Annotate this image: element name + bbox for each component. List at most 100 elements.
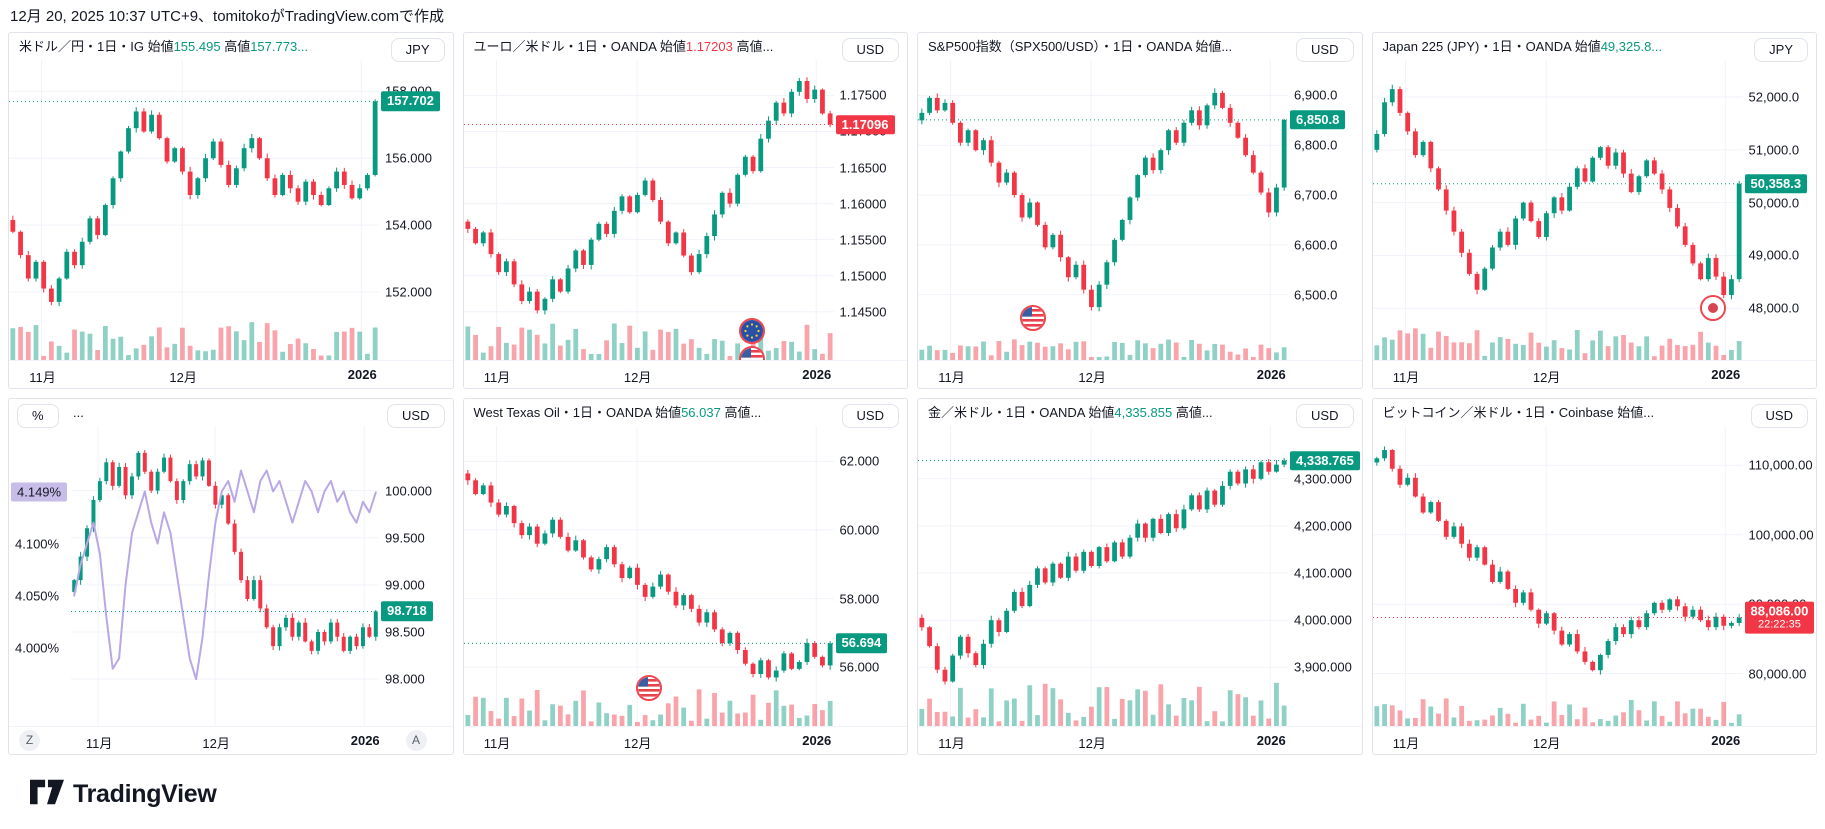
time-axis-eurusd[interactable]: 11月 12月 2026 <box>463 360 907 388</box>
panel-title-segment: 高値 <box>220 39 251 54</box>
panel-title-eurusd: ユーロ／米ドル・1日・OANDA 始値1.17203 高値... <box>464 33 908 60</box>
panel-body-spx500: 6,900.0 6,800.0 6,700.0 6,600.0 6,500.0 6,850… <box>918 60 1362 360</box>
price-axis-tick: 52,000.0 <box>1748 89 1800 105</box>
us-flag[interactable] <box>1019 305 1046 331</box>
time-axis-nikkei225[interactable]: 11月 12月 2026 <box>1372 360 1816 388</box>
price-axis-us10y-dxy[interactable]: 100.000 99.500 99.000 98.500 98.000 98.718 <box>379 426 453 726</box>
time-axis-gold[interactable]: 11月 12月 2026 <box>918 726 1362 754</box>
time-axis-us10y-dxy[interactable]: 11月 12月 2026 Z A <box>9 726 453 754</box>
currency-badge-usdjpy[interactable]: JPY <box>390 38 445 62</box>
time-axis-btcusd[interactable]: 11月 12月 2026 <box>1372 726 1816 754</box>
chart-canvas-usdjpy[interactable] <box>9 60 379 360</box>
price-axis-eurusd[interactable]: 1.175001.170001.165001.160001.155001.150… <box>834 60 908 360</box>
last-price-label-btcusd: 88,086.00 22:22:35 <box>1744 601 1815 634</box>
panel-body-eurusd: 1.175001.170001.165001.160001.155001.150… <box>463 60 908 360</box>
last-price-label-wti: 56.694 <box>835 633 888 654</box>
last-price-value: 1.17096 <box>841 116 889 132</box>
panel-body-nikkei225: 52,000.0 51,000.0 50,000.0 49,000.0 48,000.0… <box>1372 60 1817 360</box>
price-axis-tick: 1.15000 <box>839 268 887 284</box>
price-axis-wti[interactable]: 62.000 60.000 58.000 56.000 56.694 <box>834 426 908 726</box>
price-axis-tick: 60.000 <box>839 522 880 538</box>
corner-badge-z[interactable]: Z <box>19 730 40 751</box>
left-unit-badge-us10y-dxy[interactable]: % <box>17 404 59 428</box>
price-axis-tick: 4,300.000 <box>1294 471 1352 487</box>
time-axis-label: 12月 <box>169 370 197 385</box>
currency-badge-gold[interactable]: USD <box>1296 404 1354 428</box>
panel-title-segment: 高値... <box>720 405 762 420</box>
panel-title-segment: 157.773... <box>250 39 309 54</box>
price-axis-tick: 62.000 <box>839 453 880 469</box>
time-axis-label: 11月 <box>1392 736 1420 751</box>
price-axis-tick: 48,000.0 <box>1748 300 1800 316</box>
chart-panel-nikkei225: Japan 225 (JPY)・1日・OANDA 始値49,325.8... JP… <box>1371 32 1817 389</box>
currency-badge-btcusd[interactable]: USD <box>1750 404 1808 428</box>
chart-canvas-us10y-dxy[interactable] <box>71 426 379 726</box>
corner-badge-a[interactable]: A <box>405 730 427 751</box>
currency-badge-us10y-dxy[interactable]: USD <box>387 404 445 428</box>
chart-canvas-gold[interactable] <box>918 426 1288 726</box>
last-price-value: 88,086.00 <box>1750 603 1809 619</box>
last-price-label-spx500: 6,850.8 <box>1290 110 1346 130</box>
panel-title-btcusd: ビットコイン／米ドル・1日・Coinbase 始値... <box>1373 399 1817 426</box>
chart-canvas-nikkei225[interactable] <box>1372 60 1743 360</box>
tradingview-logo[interactable]: TradingView <box>30 779 1825 810</box>
us-flag[interactable] <box>635 675 662 701</box>
panel-body-gold: 4,300.000 4,200.000 4,100.000 4,000.000 3,90… <box>918 426 1362 726</box>
left-price-axis-us10y-dxy[interactable]: 4.100% 4.050% 4.000% 4.149% <box>9 426 71 726</box>
price-axis-tick: 6,700.0 <box>1294 187 1338 203</box>
price-axis-tick: 156.000 <box>385 150 432 166</box>
us-flag[interactable] <box>739 346 766 360</box>
time-axis-label: 11月 <box>938 370 965 385</box>
eu-flag[interactable] <box>739 318 766 344</box>
time-axis-spx500[interactable]: 11月 12月 2026 <box>918 360 1362 388</box>
price-axis-tick: 98.500 <box>385 624 425 640</box>
time-axis-label: 11月 <box>85 736 113 751</box>
price-axis-spx500[interactable]: 6,900.0 6,800.0 6,700.0 6,600.0 6,500.0 6,850… <box>1288 60 1362 360</box>
time-axis-label: 11月 <box>938 736 965 751</box>
currency-badge-nikkei225[interactable]: JPY <box>1754 38 1808 62</box>
chart-panel-wti: West Texas Oil・1日・OANDA 始値56.037 高値... US… <box>462 398 908 755</box>
chart-canvas-eurusd[interactable] <box>463 60 834 360</box>
panel-title-segment: 米ドル／円・1日・IG 始値 <box>19 39 174 54</box>
price-axis-tick: 4,000.000 <box>1294 612 1352 628</box>
currency-badge-eurusd[interactable]: USD <box>841 38 899 62</box>
currency-badge-wti[interactable]: USD <box>841 404 899 428</box>
chart-canvas-btcusd[interactable] <box>1372 426 1743 726</box>
price-axis-tick: 4,200.000 <box>1294 518 1352 534</box>
last-price-value: 157.702 <box>387 93 434 109</box>
chart-canvas-spx500[interactable] <box>918 60 1288 360</box>
time-axis-usdjpy[interactable]: 11月 12月 2026 <box>9 360 453 388</box>
time-axis-label: 2026 <box>347 367 377 382</box>
time-axis-label: 2026 <box>1256 367 1286 382</box>
panel-title-wti: West Texas Oil・1日・OANDA 始値56.037 高値... <box>464 399 908 426</box>
price-axis-nikkei225[interactable]: 52,000.0 51,000.0 50,000.0 49,000.0 48,000.0… <box>1743 60 1817 360</box>
panel-body-wti: 62.000 60.000 58.000 56.000 56.694 <box>463 426 908 726</box>
price-axis-tick: 6,800.0 <box>1294 137 1338 153</box>
time-axis-label: 2026 <box>1256 733 1286 748</box>
last-price-value: 50,358.3 <box>1750 175 1802 191</box>
last-price-value: 4,338.765 <box>1296 452 1354 468</box>
left-axis-tick: 4.100% <box>15 536 60 552</box>
time-axis-label: 12月 <box>202 736 230 751</box>
last-price-label-nikkei225: 50,358.3 <box>1744 173 1808 194</box>
price-axis-tick: 4,100.000 <box>1294 565 1352 581</box>
time-axis-wti[interactable]: 11月 12月 2026 <box>463 726 907 754</box>
left-axis-tick: 4.000% <box>15 640 60 656</box>
time-axis-labels: 11月 12月 2026 <box>1374 361 1744 388</box>
chart-canvas-wti[interactable] <box>463 426 834 726</box>
last-price-label-us10y-dxy: 98.718 <box>381 601 433 622</box>
price-axis-btcusd[interactable]: 110,000.00100,000.0090,000.0080,000.0088… <box>1743 426 1817 726</box>
time-axis-label: 2026 <box>802 733 832 748</box>
time-axis-label: 11月 <box>1392 370 1420 385</box>
price-axis-tick: 1.14500 <box>839 304 887 320</box>
price-axis-tick: 6,500.0 <box>1294 287 1338 303</box>
time-axis-labels: 11月 12月 2026 <box>72 727 380 754</box>
jp-flag[interactable] <box>1699 295 1726 321</box>
price-axis-gold[interactable]: 4,300.000 4,200.000 4,100.000 4,000.000 3,90… <box>1288 426 1362 726</box>
price-axis-tick: 99.500 <box>385 530 425 546</box>
time-axis-labels: 11月 12月 2026 <box>1374 727 1744 754</box>
last-price-label-gold: 4,338.765 <box>1290 450 1360 471</box>
currency-badge-spx500[interactable]: USD <box>1296 38 1354 62</box>
